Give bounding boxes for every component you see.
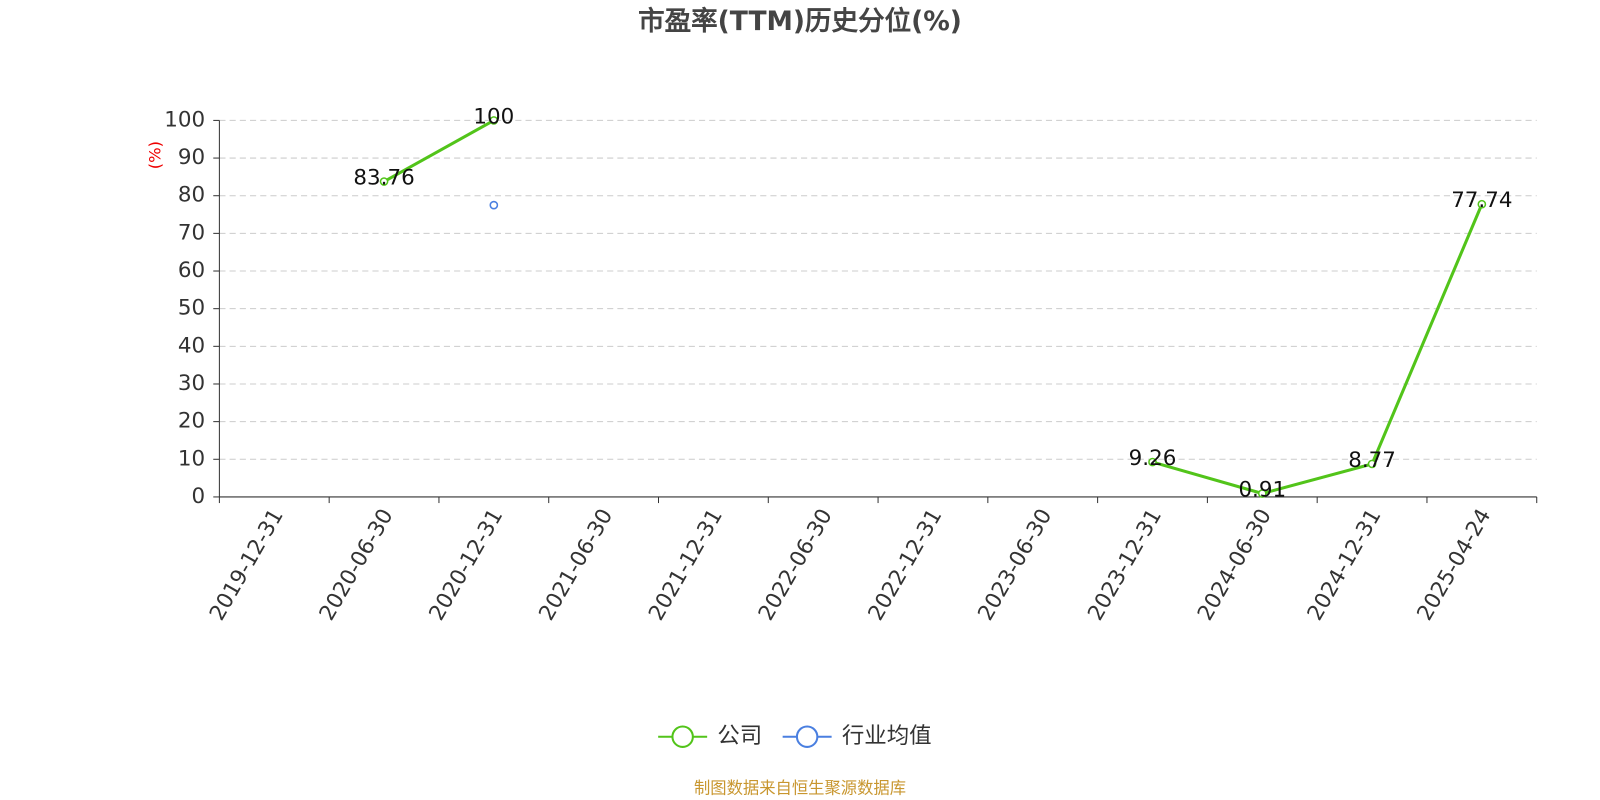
x-tick-label: 2022-12-31 [864,505,948,625]
y-axis-label: (%) [146,141,165,169]
x-tick-label: 2023-06-30 [973,505,1057,625]
y-tick-label: 40 [178,333,205,358]
y-tick-label: 100 [164,107,205,132]
legend-marker [795,725,819,748]
data-label: 8.77 [1348,448,1396,473]
point [1477,199,1487,209]
y-tick-label: 90 [178,145,205,170]
y-tick-label: 10 [178,446,205,471]
x-tick-label: 2020-06-30 [315,505,399,625]
x-tick-label: 2021-12-31 [644,505,728,625]
chart-title: 市盈率(TTM)历史分位(%) [638,6,962,37]
point [1148,457,1157,467]
data-label: 83.76 [353,165,414,190]
point [489,200,499,210]
y-tick-label: 50 [178,296,205,321]
y-tick-label: 20 [178,409,205,434]
footer: 制图数据来自恒生聚源数据库 [694,778,906,797]
y-tick-label: 30 [178,371,205,396]
y-tick-label: 60 [178,258,205,283]
x-tick-label: 2022-06-30 [754,505,838,625]
data-label: 0.91 [1238,477,1286,502]
y-tick-label: 70 [178,220,205,245]
point [489,116,499,125]
legend-label: 公司 [717,723,762,749]
x-tick-label: 2021-06-30 [534,505,618,625]
y-tick-label: 80 [178,183,205,208]
y-tick-label: 0 [191,484,205,509]
point [1257,489,1267,498]
x-tick-label: 2024-12-31 [1303,505,1387,625]
legend-marker [671,725,694,748]
point [1367,459,1377,469]
legend-label: 行业均值 [842,723,932,749]
data-label: 77.74 [1451,188,1512,213]
data-label: 100 [473,104,514,129]
series-line [383,119,1484,496]
point [379,177,389,186]
x-tick-label: 2024-06-30 [1193,505,1277,625]
x-tick-label: 2025-04-24 [1412,505,1496,625]
x-tick-label: 2019-12-31 [205,505,289,625]
data-label: 9.26 [1129,446,1177,471]
x-tick-label: 2020-12-31 [424,505,508,625]
x-tick-label: 2023-12-31 [1083,505,1167,625]
